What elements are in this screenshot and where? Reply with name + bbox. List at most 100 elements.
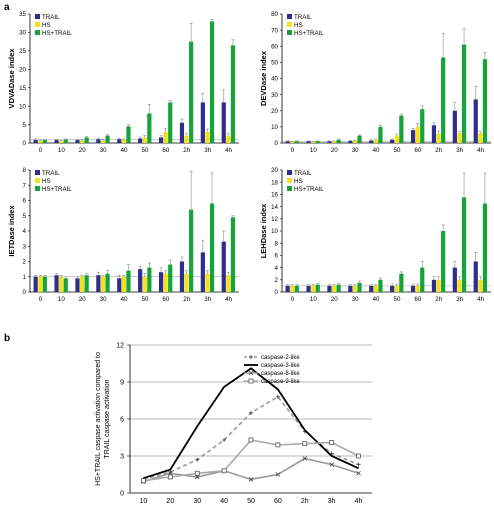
legend-label: HS+TRAIL [294,30,324,37]
panel-a-label: a [4,2,10,13]
x-tick-label: 10 [310,147,317,154]
bar-trail [138,269,143,292]
bar-hs-trail [230,217,236,292]
x-tick-label: 60 [274,498,282,505]
bar-hs [59,276,64,292]
bar-trail [75,140,80,143]
bar-trail [327,285,332,292]
x-tick-label: 30 [352,296,359,303]
legend-label: HS+TRAIL [294,186,324,193]
bar-hs [38,276,43,292]
y-tick-label: 10 [271,228,278,235]
bar-hs [163,131,168,143]
bar-trail [117,139,122,143]
legend-label: HS+TRAIL [42,186,72,193]
legend-marker [248,370,254,376]
bar-hs-trail [126,126,131,143]
bar-hs [457,133,462,143]
point-marker [248,477,254,482]
bar-hs [373,139,378,143]
y-tick-label: 15 [19,85,26,92]
bar-trail [410,285,416,292]
y-tick-label: 3 [120,454,124,461]
y-tick-label: 20 [271,167,278,174]
x-tick-label: 30 [100,147,107,154]
bar-hs [415,285,420,292]
bar-trail [306,141,311,143]
bar-trail [96,139,101,143]
bar-chart-3: 0 2 4 6 8 10 12 14 16 18 20 LEHDase index 0 10 20 30 40 5… [259,167,491,303]
point-marker [329,462,334,467]
x-tick-label: 60 [162,147,169,154]
bar-trail [452,110,457,143]
bar-hs-trail [336,139,341,143]
x-tick-label: 50 [394,147,401,154]
y-tick-label: 4 [275,265,279,272]
bar-hs [290,285,295,292]
bar-hs-trail [315,284,320,292]
legend-swatch [287,30,292,35]
bar-hs [100,140,106,143]
x-tick-label: 3h [204,147,211,154]
bar-hs [352,285,358,292]
bar-trail [369,140,374,143]
y-tick-label: 3 [23,243,27,250]
x-tick-label: 2h [183,147,190,154]
bar-hs [163,273,168,292]
bar-trail [54,140,59,143]
y-tick-label: 0 [23,140,27,147]
bar-hs [205,131,210,143]
point-marker [168,470,173,476]
bar-hs [436,133,441,143]
y-tick-label: 6 [23,198,27,205]
bar-chart-0: 0 5 10 15 20 25 30 35 VDVADase index 0 10 20 30 40 50 6… [7,11,239,154]
bar-hs [331,285,337,292]
bar-trail [285,141,290,143]
legend-swatch [287,22,292,27]
legend-label: caspase-9-like [261,379,300,385]
x-tick-label: 2h [183,296,190,303]
y-tick-label: 5 [23,122,27,129]
x-tick-label: 60 [162,296,169,303]
bar-hs-trail [147,113,152,143]
legend-swatch [287,14,292,19]
x-tick-label: 20 [166,498,174,505]
point-marker [275,442,281,448]
x-tick-label: 10 [58,296,65,303]
y-tick-label: 10 [271,124,278,131]
legend-marker [249,355,253,359]
point-marker [221,468,227,474]
legend-swatch [35,186,40,191]
x-tick-label: 0 [291,296,295,303]
bar-trail [179,122,185,143]
legend-marker [248,378,254,384]
x-tick-label: 60 [414,147,421,154]
bar-trail [75,278,80,292]
bar-hs [121,140,126,143]
bar-hs-trail [168,264,173,292]
y-tick-label: 70 [271,27,278,34]
bar-hs [290,141,295,143]
y-tick-label: 0 [23,289,27,296]
bar-hs-trail [84,137,89,143]
x-tick-label: 4h [477,296,484,303]
bar-trail [33,140,38,143]
x-tick-label: 0 [39,296,43,303]
bar-hs-trail [105,273,110,292]
bar-hs-trail [420,109,425,143]
y-tick-label: 8 [275,240,279,247]
legend-swatch [35,14,40,19]
bar-hs [311,141,316,143]
point-marker [194,474,200,480]
legend-label: TRAIL [42,170,60,177]
y-tick-label: 7 [23,182,27,189]
bar-hs-trail [399,273,404,292]
x-tick-label: 50 [247,498,255,505]
legend-label: caspase-2-like [261,355,300,361]
series-line-caspase-2-like [143,395,359,481]
x-tick-label: 40 [373,147,380,154]
bar-hs-trail [147,267,152,292]
bar-trail [285,285,290,292]
y-tick-label: 80 [271,11,278,18]
